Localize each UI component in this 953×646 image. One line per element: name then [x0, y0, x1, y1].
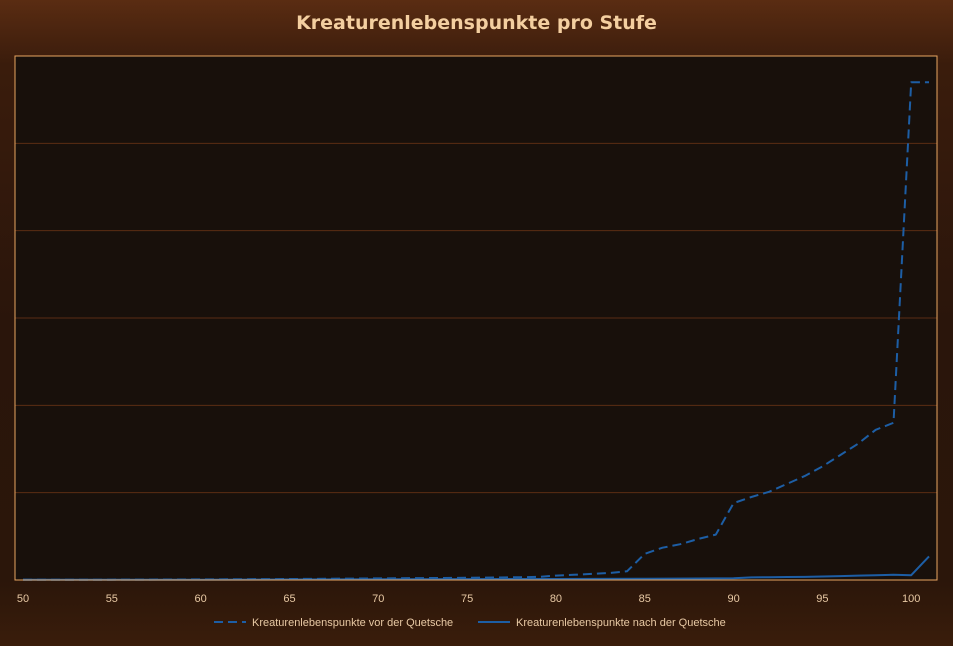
x-axis-ticks: 50 55 60 65 70 75 80 85 90 95 100 — [17, 593, 921, 605]
series-line-1 — [22, 81, 929, 581]
x-tick-label: 95 — [816, 593, 828, 605]
x-tick-label: 70 — [372, 593, 384, 605]
x-tick-label: 50 — [17, 593, 29, 605]
x-tick-label: 60 — [195, 593, 207, 605]
legend-label-1: Kreaturenlebenspunkte vor der Quetsche — [252, 617, 453, 629]
x-tick-label: 55 — [106, 593, 118, 605]
series-lines — [22, 81, 930, 581]
x-tick-label: 75 — [461, 593, 473, 605]
legend: Kreaturenlebenspunkte vor der Quetsche Kr… — [214, 617, 726, 629]
series-line-2 — [22, 555, 930, 581]
x-tick-label: 80 — [550, 593, 562, 605]
plot-border — [14, 55, 938, 581]
x-tick-label: 65 — [283, 593, 295, 605]
chart-title: Kreaturenlebenspunkte pro Stufe — [296, 12, 657, 34]
x-tick-label: 100 — [902, 593, 920, 605]
gridlines — [15, 142, 937, 494]
x-tick-label: 85 — [639, 593, 651, 605]
legend-label-2: Kreaturenlebenspunkte nach der Quetsche — [516, 617, 726, 629]
x-tick-label: 90 — [727, 593, 739, 605]
